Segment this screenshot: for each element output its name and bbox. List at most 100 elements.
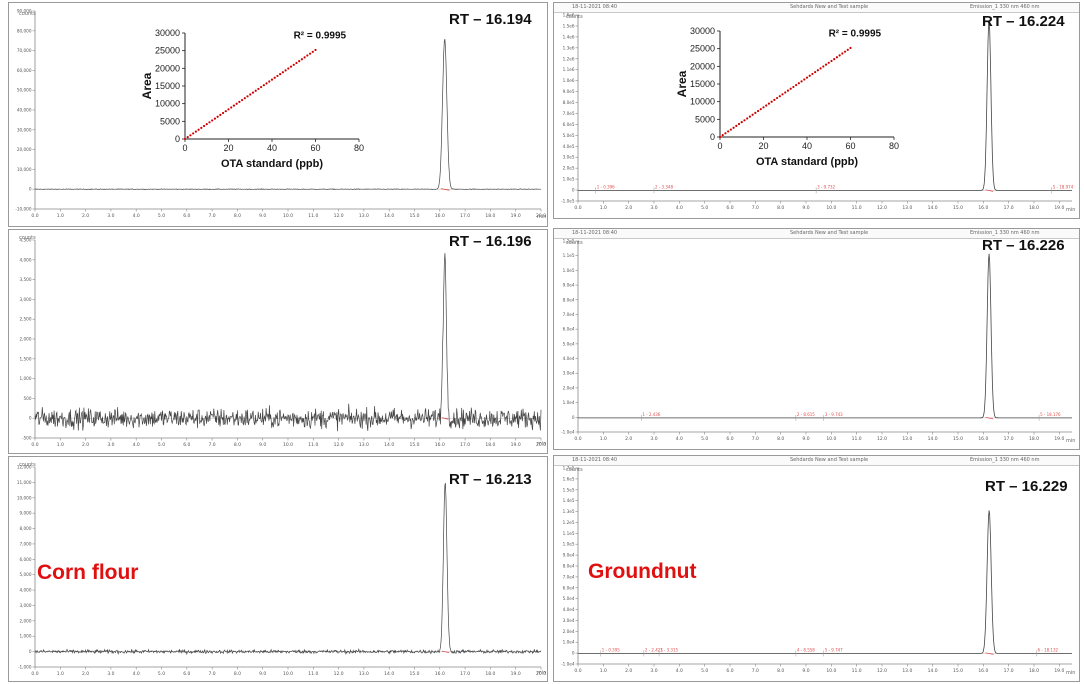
y-tick-label: 1.4e6 <box>563 34 575 39</box>
chromatogram-plot: 0.0 1.0 2.0 3.0 4.0 5.0 6.0 7.0 8.0 9.0 10.0 11.0 12… <box>17 465 546 678</box>
x-tick-label: 4.0 <box>133 213 140 219</box>
calibration-point <box>746 117 749 120</box>
x-tick-label: 17.0 <box>460 213 470 219</box>
calibration-point <box>770 100 773 103</box>
x-tick-label: 9.0 <box>802 436 809 442</box>
calibration-point <box>838 54 841 57</box>
calibration-point <box>767 102 771 105</box>
x-tick-label: 3.0 <box>107 213 114 219</box>
x-tick-label: 2.0 <box>82 671 89 677</box>
x-tick-label: 7.0 <box>752 436 759 442</box>
y-tick-label: 1.0e5 <box>563 177 575 182</box>
calibration-point <box>797 82 800 85</box>
y-tick-label: 0 <box>572 651 575 656</box>
x-tick-label: 13.0 <box>902 436 912 442</box>
calibration-point <box>816 69 819 72</box>
header-center: Sehdards New and Test sample <box>790 457 869 463</box>
calibration-point <box>240 98 244 102</box>
calibration-point <box>721 134 724 137</box>
x-tick-label: 18.0 <box>1029 668 1039 674</box>
x-tick-label: 12.0 <box>877 668 887 674</box>
x-tick-label: 2.0 <box>82 442 89 448</box>
header-left: 18-11-2021 08:40 <box>572 230 618 236</box>
y-tick-label: 6,000 <box>20 557 32 562</box>
x-unit-label: min <box>537 214 547 220</box>
x-tick-label: 7.0 <box>752 205 759 211</box>
calibration-point <box>183 137 187 141</box>
inset-y-tick-label: 25000 <box>690 44 715 54</box>
x-tick-label: 17.0 <box>1004 205 1014 211</box>
calibration-point <box>846 48 849 51</box>
x-tick-label: 18.0 <box>1029 205 1039 211</box>
x-tick-label: 15.0 <box>953 668 963 674</box>
x-tick-label: 7.0 <box>752 668 759 674</box>
chromatogram-trace <box>578 253 1072 419</box>
integration-baseline <box>441 650 450 654</box>
x-tick-label: 5.0 <box>701 668 708 674</box>
calibration-point <box>778 95 781 98</box>
calibration-point <box>808 74 811 77</box>
small-peak-label: 1 - 0.395 <box>602 647 620 652</box>
panel-header: 18-11-2021 08:40 Sehdards New and Test s… <box>554 229 1079 239</box>
x-unit-label: min <box>537 441 547 447</box>
calibration-point <box>200 126 203 129</box>
calibration-point <box>243 97 246 100</box>
x-tick-label: 16.0 <box>435 671 445 677</box>
y-tick-label: 1.4e5 <box>563 498 575 503</box>
x-tick-label: 16.0 <box>978 436 988 442</box>
calibration-point <box>805 76 809 79</box>
x-tick-label: 6.0 <box>726 205 733 211</box>
calibration-inset: 0 20 40 60 80 0 5000 10000 15000 20000 25000 30000 O… <box>675 26 899 168</box>
y-tick-label: 4.0e5 <box>563 144 575 149</box>
x-tick-label: 0.0 <box>31 671 38 677</box>
calibration-point <box>833 57 836 61</box>
calibration-point <box>727 130 730 133</box>
calibration-point <box>775 96 779 100</box>
x-tick-label: 1.0 <box>57 671 64 677</box>
y-tick-label: 1,000 <box>20 634 32 639</box>
y-tick-label: 2.0e5 <box>563 166 575 171</box>
y-tick-label: 9.0e5 <box>563 89 575 94</box>
y-tick-label: 2.0e4 <box>563 629 575 634</box>
x-tick-label: 12.0 <box>877 205 887 211</box>
x-tick-label: 17.0 <box>1004 668 1014 674</box>
retention-time-label: RT – 16.229 <box>985 478 1068 495</box>
x-tick-label: 1.0 <box>600 436 607 442</box>
x-unit-label: min <box>537 670 547 676</box>
y-tick-label: 80,000 <box>17 28 32 33</box>
y-tick-label: 20,000 <box>17 147 32 152</box>
calibration-point <box>230 106 233 109</box>
integration-baseline <box>441 417 449 420</box>
inset-x-tick-label: 20 <box>758 141 768 151</box>
calibration-point <box>270 78 274 81</box>
x-tick-label: 15.0 <box>409 213 419 219</box>
x-tick-label: 16.0 <box>435 442 445 448</box>
x-tick-label: 10.0 <box>283 442 293 448</box>
inset-x-tick-label: 40 <box>802 141 812 151</box>
x-tick-label: 16.0 <box>978 205 988 211</box>
x-tick-label: 1.0 <box>57 442 64 448</box>
calibration-point <box>735 124 738 127</box>
x-tick-label: 11.0 <box>308 213 318 219</box>
y-tick-label: 4.0e4 <box>563 607 575 612</box>
x-tick-label: 10.0 <box>826 205 836 211</box>
calibration-point <box>732 126 735 129</box>
inset-y-tick-label: 0 <box>710 132 715 142</box>
calibration-point <box>216 115 219 118</box>
y-tick-label: 1.2e6 <box>563 56 575 61</box>
x-tick-label: 9.0 <box>259 671 266 677</box>
x-tick-label: 2.0 <box>625 436 632 442</box>
x-tick-label: 14.0 <box>384 671 394 677</box>
x-tick-label: 15.0 <box>409 671 419 677</box>
y-tick-label: -1.0e4 <box>561 662 575 667</box>
x-tick-label: 14.0 <box>928 436 938 442</box>
chromatogram-plot: 0.0 1.0 2.0 3.0 4.0 5.0 6.0 7.0 8.0 9.0 10.0 11.0 12… <box>20 238 547 449</box>
chromatogram-plot: 0.0 1.0 2.0 3.0 4.0 5.0 6.0 7.0 8.0 9.0 10.0 11.0 12… <box>15 9 546 220</box>
x-tick-label: 8.0 <box>234 442 241 448</box>
x-tick-label: 13.0 <box>902 668 912 674</box>
y-tick-label: 60,000 <box>17 68 32 73</box>
y-unit-label: counts <box>566 240 583 246</box>
y-tick-label: 9.0e4 <box>563 283 575 288</box>
y-tick-label: 1.5e5 <box>563 487 575 492</box>
x-tick-label: 19.0 <box>511 442 521 448</box>
